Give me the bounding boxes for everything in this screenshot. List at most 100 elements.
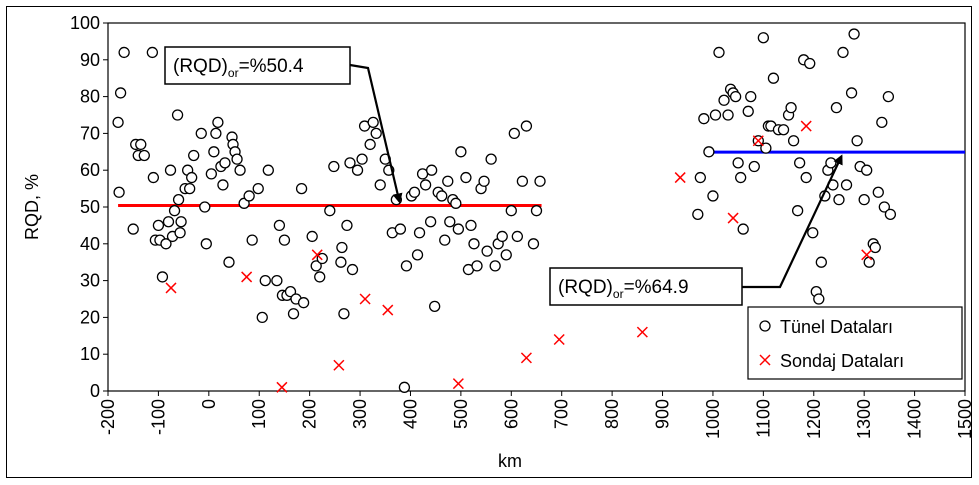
tunel-data-point (147, 171, 160, 184)
tunel-data-point (295, 182, 308, 195)
tunel-data-point (534, 175, 546, 187)
tunel-data-point (800, 171, 812, 184)
tunel-data-point (370, 127, 382, 140)
tunel-data-point (273, 219, 286, 232)
y-tick-label: 20 (80, 307, 100, 327)
tunel-data-point (310, 260, 322, 272)
x-stroke (452, 378, 464, 390)
tunel-data-point (703, 146, 715, 158)
tunel-data-point (757, 32, 770, 44)
tunel-data-point (328, 160, 340, 173)
tunel-data-point (374, 179, 386, 191)
tunel-data-point (306, 230, 318, 243)
x-stroke (861, 249, 873, 261)
tunel-data-point (172, 193, 185, 206)
x-stroke (727, 212, 739, 224)
tunel-data-point (135, 138, 147, 151)
tunel-data-point (707, 190, 719, 202)
axis-labels: RQD, % km (22, 174, 522, 471)
tunel-data-point (341, 219, 353, 232)
legend-label: Sondaj Dataları (780, 351, 904, 371)
annotation-text: (RQD)or=%50.4 (173, 56, 304, 80)
tunel-data-point (748, 160, 760, 173)
x-tick-label: 100 (249, 399, 269, 429)
x-stroke (382, 304, 394, 316)
tunel-data-point (485, 153, 497, 165)
x-stroke (311, 249, 323, 261)
x-stroke (553, 333, 565, 346)
y-tick-label: 50 (80, 197, 100, 217)
data-points (112, 28, 897, 393)
x-tick-label: 1100 (753, 399, 773, 438)
tunel-data-point (208, 146, 220, 158)
tunel-data-point (718, 94, 730, 106)
tunel-data-point (516, 175, 529, 187)
tunel-data-point (436, 190, 448, 202)
tunel-data-point (455, 146, 467, 158)
tunel-data-point (872, 186, 884, 198)
x-tick-label: 0 (199, 399, 219, 409)
tunel-data-point (200, 238, 212, 250)
tunel-data-point (284, 285, 297, 298)
tunel-data-point (825, 157, 837, 169)
x-stroke (520, 352, 532, 364)
tunel-data-point (425, 164, 438, 176)
tunel-data-point (698, 113, 710, 125)
tunel-data-point (217, 179, 229, 191)
tunel-data-point (791, 205, 804, 217)
tunel-data-point (219, 157, 231, 169)
tunel-data-point (452, 223, 465, 235)
tunel-data-point (745, 90, 757, 103)
tunel-data-point (314, 271, 326, 283)
y-tick-label: 90 (80, 50, 100, 70)
tunel-data-point (324, 205, 336, 217)
tunel-data-point (692, 208, 704, 221)
tunel-data-point (777, 124, 790, 136)
tunel-data-point (481, 245, 493, 257)
tunel-data-point (252, 182, 264, 195)
tunel-data-point (508, 127, 520, 140)
legend-label: Tünel Dataları (780, 317, 893, 337)
tunel-data-point (351, 164, 364, 176)
tunel-data-point (884, 208, 897, 221)
tunel-data-point (168, 205, 181, 217)
x-tick-label: 900 (653, 399, 673, 429)
x-tick-label: 1400 (905, 399, 925, 439)
x-stroke (752, 135, 764, 147)
x-tick-label: 500 (451, 399, 471, 429)
tunel-data-point (188, 149, 200, 162)
tunel-data-point (394, 223, 407, 235)
tunel-data-point (527, 238, 540, 250)
tunel-data-point (199, 201, 211, 213)
tunel-data-point (411, 249, 424, 261)
tunel-data-point (807, 227, 819, 239)
tunel-data-point (234, 164, 246, 176)
tunel-data-point (833, 193, 845, 206)
tunel-data-point (468, 238, 480, 250)
tunel-data-point (162, 216, 175, 228)
tunel-data-point (184, 182, 196, 195)
tunel-data-point (356, 153, 368, 165)
tunel-data-point (882, 90, 895, 103)
tunel-data-point (489, 260, 501, 272)
sondaj-data-point (752, 135, 764, 147)
tunel-data-point (845, 87, 858, 99)
tunel-data-point (316, 252, 328, 265)
tunel-data-point (114, 87, 127, 99)
tunel-data-point (767, 72, 780, 84)
sondaj-data-point (382, 304, 394, 316)
x-stroke (359, 293, 371, 305)
x-tick-label: -200 (98, 399, 118, 435)
tunel-data-point (442, 175, 454, 187)
tunel-data-point (830, 101, 843, 114)
tunel-data-point (450, 197, 462, 209)
y-tick-label: 80 (80, 87, 100, 107)
x-tick-label: 1200 (804, 399, 824, 439)
tunel-data-point (400, 260, 413, 272)
y-tick-label: 30 (80, 271, 100, 291)
sondaj-data-point (241, 271, 253, 283)
x-stroke (800, 120, 812, 132)
sondaj-data-point (520, 352, 532, 364)
sondaj-data-point (165, 282, 177, 294)
